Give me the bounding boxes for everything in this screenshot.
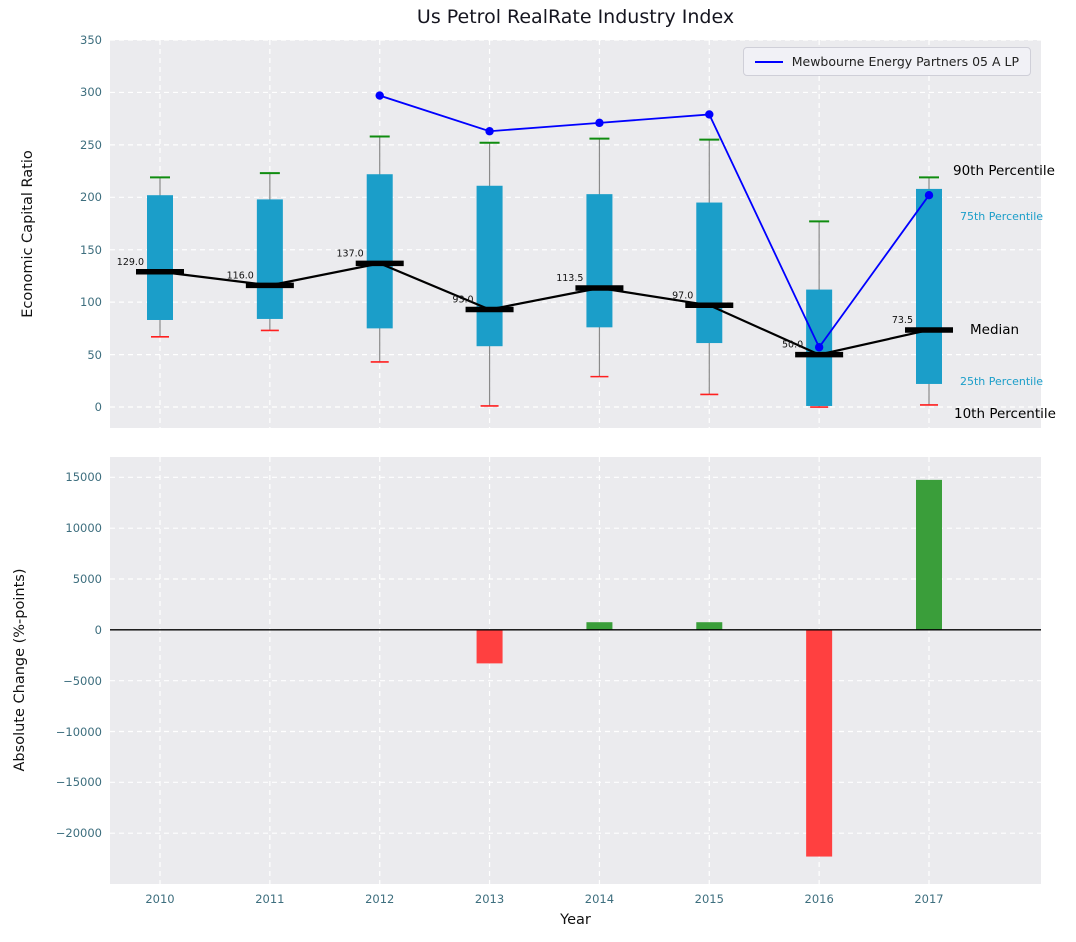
median-trend-line <box>159 262 930 356</box>
legend-line-sample <box>754 60 783 63</box>
y-tick-label: 15000 <box>65 470 102 485</box>
change-bar <box>586 622 613 630</box>
y-tick-label: 10000 <box>65 521 102 536</box>
x-tick-label: 2017 <box>914 892 944 906</box>
y-tick-label: −15000 <box>55 775 102 790</box>
iqr-box <box>476 185 503 347</box>
x-tick-label: 2016 <box>804 892 834 906</box>
y-tick-label: 300 <box>80 85 102 100</box>
annotation-25th-percentile: 25th Percentile <box>960 374 1044 388</box>
median-value-label: 116.0 <box>227 270 254 281</box>
median-value-label: 50.0 <box>782 340 803 351</box>
x-tick-label: 2014 <box>584 892 615 906</box>
median-value-label: 73.5 <box>892 315 913 326</box>
company-marker <box>924 191 934 200</box>
annotation-75th-percentile: 75th Percentile <box>960 209 1044 223</box>
y-tick-label: 100 <box>80 295 102 310</box>
y-tick-label: 250 <box>80 137 102 152</box>
x-tick-label: 2012 <box>365 892 395 906</box>
y-tick-label: 150 <box>80 242 102 257</box>
company-marker <box>705 110 714 119</box>
company-marker <box>485 127 494 136</box>
figure-title: Us Petrol RealRate Industry Index <box>416 6 735 28</box>
x-tick-label: 2013 <box>474 892 505 906</box>
top-chart-svg: 129.0 116.0 137.0 93.0 113.5 97.0 50.0 73.5 <box>110 40 1041 428</box>
change-bar <box>806 629 833 857</box>
iqr-box <box>366 174 393 329</box>
median-value-label: 113.5 <box>556 273 583 284</box>
y-tick-label: 50 <box>87 347 102 362</box>
company-marker <box>814 343 824 352</box>
company-marker <box>595 118 604 128</box>
change-bar <box>476 629 503 664</box>
y-tick-label: −20000 <box>55 826 102 841</box>
legend: Mewbourne Energy Partners 05 A LP <box>742 47 1031 76</box>
x-axis-label: Year <box>560 912 591 928</box>
iqr-box <box>256 199 283 319</box>
bottom-plot-panel <box>110 457 1041 884</box>
bottom-y-axis-label: Absolute Change (%-points) <box>12 568 28 772</box>
median-value-label: 97.0 <box>672 290 693 301</box>
y-tick-label: 0 <box>94 622 102 637</box>
x-tick-label: 2010 <box>145 892 175 906</box>
median-value-label: 137.0 <box>337 248 364 259</box>
x-tick-label: 2011 <box>255 892 285 906</box>
median-value-label: 129.0 <box>117 257 144 268</box>
iqr-box <box>147 195 173 320</box>
change-bar <box>696 622 723 630</box>
annotation-10th-percentile: 10th Percentile <box>954 405 1056 422</box>
iqr-box <box>586 194 613 328</box>
change-bar <box>916 479 942 630</box>
y-tick-label: −10000 <box>55 724 102 739</box>
y-tick-label: 5000 <box>72 572 102 586</box>
iqr-box <box>916 188 942 384</box>
median-value-label: 93.0 <box>452 295 473 306</box>
y-tick-label: −5000 <box>63 673 102 688</box>
x-tick-label: 2015 <box>694 892 724 906</box>
y-tick-label: 200 <box>80 190 102 205</box>
bottom-chart-svg <box>110 457 1041 884</box>
y-tick-label: 350 <box>80 33 102 47</box>
y-tick-label: 0 <box>94 400 102 415</box>
top-plot-panel: 129.0 116.0 137.0 93.0 113.5 97.0 50.0 73.5 <box>110 40 1041 428</box>
company-line <box>379 94 930 350</box>
annotation-90th-percentile: 90th Percentile <box>953 163 1055 180</box>
legend-label: Mewbourne Energy Partners 05 A LP <box>791 54 1019 69</box>
iqr-box <box>696 202 723 344</box>
company-marker <box>375 91 384 100</box>
annotation-median: Median <box>970 321 1020 338</box>
